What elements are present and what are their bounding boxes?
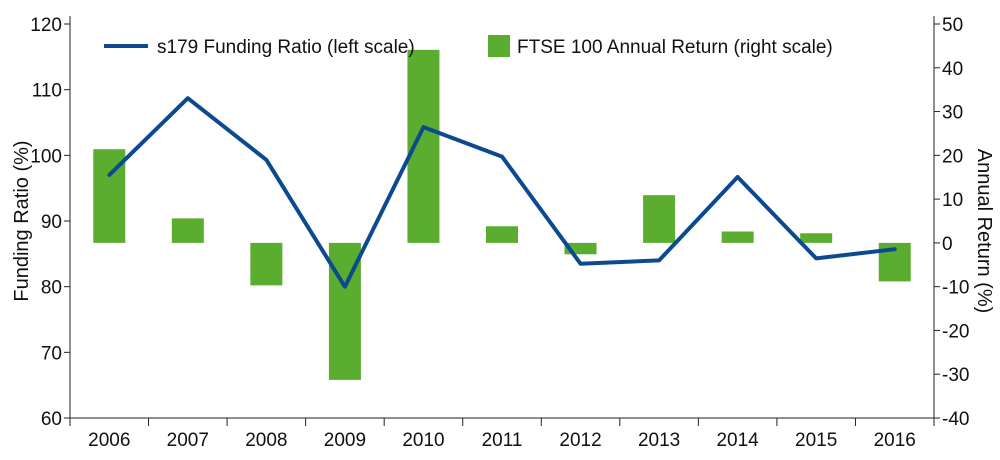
right-tick-label: -30	[942, 365, 969, 386]
x-tick-label: 2012	[559, 430, 601, 451]
right-tick-label: -10	[942, 278, 969, 299]
bar-2015	[800, 233, 833, 243]
x-tick-label: 2013	[638, 430, 680, 451]
bar-2014	[721, 231, 754, 243]
x-tick-label: 2016	[874, 430, 916, 451]
right-tick-label: 40	[942, 59, 963, 80]
bar-2011	[486, 226, 518, 243]
line-series	[107, 96, 897, 289]
left-tick-label: 120	[30, 15, 62, 36]
bar-2007	[171, 218, 204, 243]
right-tick-label: -40	[942, 409, 969, 430]
legend-line-label: s179 Funding Ratio (left scale)	[157, 37, 415, 58]
x-tick-label: 2008	[245, 430, 287, 451]
right-axis-title: Annual Return (%)	[973, 149, 995, 314]
right-tick-label: -20	[942, 321, 969, 342]
axes: 60 70 80 90 100 110 120 -40 -30 -20 -10 0 10 20 30 40 50…	[11, 15, 995, 451]
x-tick-label: 2010	[402, 430, 444, 451]
x-tick-label: 2014	[716, 430, 759, 451]
right-tick-label: 10	[942, 190, 963, 211]
left-tick-label: 80	[41, 278, 62, 299]
bar-2012	[564, 242, 597, 255]
left-tick-label: 90	[41, 212, 62, 233]
left-axis-title: Funding Ratio (%)	[11, 140, 33, 301]
right-tick-label: 50	[942, 15, 963, 36]
x-tick-label: 2007	[167, 430, 209, 451]
left-tick-label: 70	[41, 343, 62, 364]
x-tick-label: 2009	[324, 430, 366, 451]
right-tick-label: 30	[942, 103, 963, 124]
bar-2008	[250, 242, 283, 286]
funding-ratio-line	[107, 96, 897, 289]
legend-bar-swatch	[488, 35, 510, 57]
legend-bar-label: FTSE 100 Annual Return (right scale)	[517, 37, 833, 58]
left-tick-label: 100	[30, 146, 62, 167]
left-tick-label: 60	[41, 409, 62, 430]
x-tick-label: 2011	[482, 430, 523, 451]
x-tick-label: 2015	[795, 430, 837, 451]
right-tick-label: 0	[942, 234, 953, 255]
x-tick-label: 2006	[88, 430, 130, 451]
right-tick-label: 20	[942, 146, 963, 167]
left-tick-label: 110	[32, 81, 62, 102]
bar-2013	[643, 195, 676, 243]
legend: s179 Funding Ratio (left scale) FTSE 100 …	[104, 35, 833, 58]
bar-series	[93, 49, 911, 380]
